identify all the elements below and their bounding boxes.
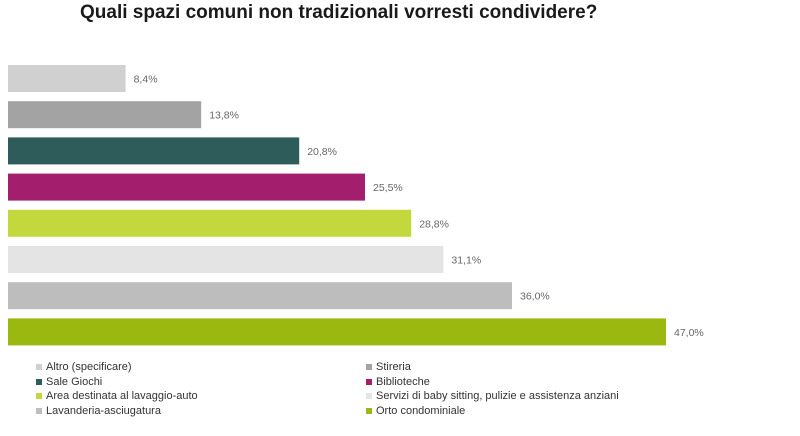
- bar-value-label: 28,8%: [419, 218, 449, 230]
- legend-label: Area destinata al lavaggio-auto: [46, 390, 198, 403]
- legend-item: Lavanderia-asciugatura: [36, 404, 366, 419]
- chart-title: Quali spazi comuni non tradizionali vorr…: [80, 2, 598, 23]
- bar-1: [8, 65, 126, 92]
- legend-swatch: [366, 393, 372, 400]
- bar-8: [8, 318, 666, 346]
- legend-item: Orto condominiale: [366, 404, 696, 419]
- legend-item: Sale Giochi: [36, 375, 366, 390]
- legend-item: Biblioteche: [366, 375, 696, 390]
- bar-4: [8, 173, 365, 201]
- legend-swatch: [366, 378, 372, 385]
- legend-swatch: [366, 407, 372, 414]
- legend-label: Lavanderia-asciugatura: [46, 404, 161, 417]
- bar-2: [8, 101, 202, 129]
- legend-swatch: [36, 378, 42, 385]
- legend-label: Orto condominiale: [376, 404, 466, 417]
- bar-value-label: 13,8%: [209, 110, 239, 122]
- bar-value-label: 20,8%: [307, 146, 337, 158]
- legend-label: Sale Giochi: [46, 375, 103, 388]
- legend-label: Altro (specificare): [46, 361, 132, 374]
- legend-item: Stireria: [366, 360, 696, 375]
- bar-value-label: 25,5%: [373, 182, 403, 194]
- legend-item: Altro (specificare): [36, 360, 366, 375]
- legend-swatch: [366, 364, 372, 371]
- legend-label: Biblioteche: [376, 375, 430, 388]
- legend-swatch: [36, 407, 42, 414]
- bar-value-label: 47,0%: [674, 327, 704, 339]
- bar-7: [8, 282, 512, 310]
- bar-6: [8, 246, 444, 273]
- bar-3: [8, 137, 300, 165]
- bar-5: [8, 209, 412, 237]
- bar-value-label: 31,1%: [451, 255, 481, 267]
- legend-swatch: [36, 364, 42, 371]
- legend-item: Area destinata al lavaggio-auto: [36, 389, 366, 404]
- legend-label: Stireria: [376, 361, 411, 374]
- chart-legend: Altro (specificare) Stireria Sale Giochi Bi…: [36, 360, 756, 418]
- bar-value-label: 36,0%: [520, 291, 550, 303]
- legend-swatch: [36, 393, 42, 400]
- legend-item: Servizi di baby sitting, pulizie e assis…: [366, 389, 696, 404]
- legend-label: Servizi di baby sitting, pulizie e assis…: [376, 390, 619, 403]
- bar-value-label: 8,4%: [134, 74, 158, 86]
- bar-chart: 8,4% 13,8% 20,8% 25,5% 28,8% 31,1% 36,0% 47,0%: [8, 65, 704, 346]
